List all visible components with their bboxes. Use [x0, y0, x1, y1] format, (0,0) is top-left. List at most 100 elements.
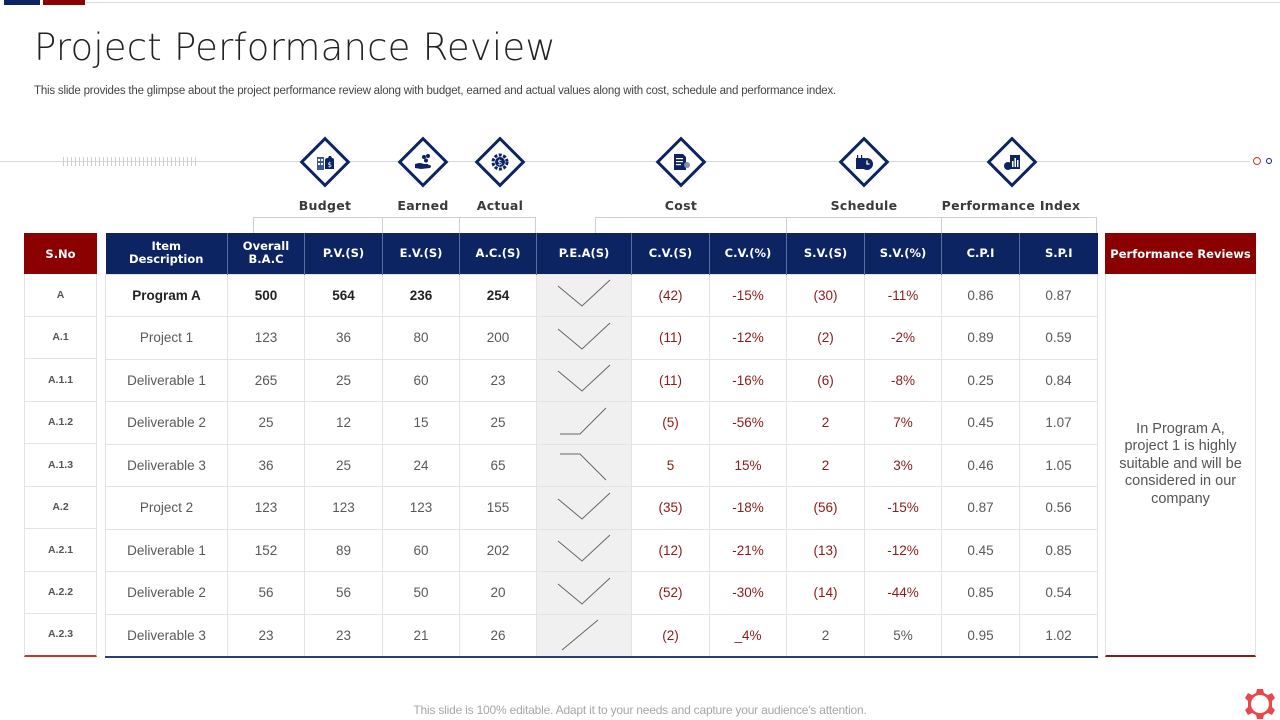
cell-item: Deliverable 2 — [105, 571, 228, 615]
category-label-earned: Earned — [397, 198, 449, 213]
cell-cv-pct: -16% — [709, 358, 787, 402]
pea-sparkline — [536, 273, 632, 317]
bracket-divider — [382, 217, 383, 233]
cell-sv-pct: 5% — [864, 613, 942, 658]
sno-cell: A.2.2 — [24, 571, 97, 614]
sno-header: S.No — [24, 233, 97, 274]
cell-cv: (12) — [631, 528, 710, 572]
serial-number-column: S.No A A.1 A.1.1 A.1.2 A.1.3 A.2 A.2.1 A… — [24, 233, 97, 657]
cell-cpi: 0.25 — [941, 358, 1020, 402]
earned-diamond — [397, 136, 449, 188]
cell-sv: (14) — [786, 571, 865, 615]
page-title: Project Performance Review — [34, 26, 556, 69]
header-overall-bac: Overall B.A.C — [227, 233, 305, 274]
sno-cell: A.1 — [24, 316, 97, 359]
trend-line-icon — [560, 453, 607, 481]
pea-sparkline — [536, 443, 632, 487]
trend-line-icon — [561, 619, 599, 651]
category-label-performance-index: Performance Index — [941, 198, 1081, 213]
performance-table: Item Description Overall B.A.C P.V.(S) E.V… — [105, 233, 1098, 658]
header-pea: P.E.A(S) — [536, 233, 632, 274]
cell-cv-pct: _4% — [709, 613, 787, 658]
cell-bac: 500 — [227, 273, 305, 317]
cell-bac: 25 — [227, 401, 305, 445]
cell-cpi: 0.87 — [941, 486, 1020, 530]
cell-ev: 15 — [382, 401, 460, 445]
table-row: Deliverable 3 36 25 24 65 5 15% 2 3% 0.46 1.05 — [105, 443, 1098, 487]
cell-cpi: 0.46 — [941, 443, 1020, 487]
cell-cv: (52) — [631, 571, 710, 615]
cell-bac: 36 — [227, 443, 305, 487]
cell-cv-pct: -30% — [709, 571, 787, 615]
header-item-description: Item Description — [105, 233, 228, 274]
svg-text:$: $ — [328, 161, 332, 169]
header-cpi: C.P.I — [941, 233, 1020, 274]
cell-cv: (11) — [631, 316, 710, 360]
cell-cpi: 0.95 — [941, 613, 1020, 658]
cell-cv: (42) — [631, 273, 710, 317]
category-label-cost: Cost — [664, 198, 698, 213]
timeline-end-dot-red — [1253, 157, 1261, 165]
table-row: Deliverable 2 25 12 15 25 (5) -56% 2 7% 0.45 1.07 — [105, 401, 1098, 445]
gear-icon — [1245, 689, 1275, 719]
cell-cv-pct: -15% — [709, 273, 787, 317]
header-pv: P.V.(S) — [304, 233, 383, 274]
cell-cv-pct: -21% — [709, 528, 787, 572]
dollar-gear-icon: $ — [491, 153, 509, 171]
trend-line-icon — [557, 492, 611, 520]
top-divider — [86, 2, 1280, 3]
cell-spi: 0.59 — [1019, 316, 1098, 360]
cell-item: Deliverable 1 — [105, 528, 228, 572]
cell-ev: 60 — [382, 358, 460, 402]
cell-ev: 21 — [382, 613, 460, 658]
trend-line-icon — [557, 577, 611, 605]
table-row: Deliverable 1 152 89 60 202 (12) -21% (13) -12% 0… — [105, 528, 1098, 572]
cell-item: Project 1 — [105, 316, 228, 360]
cell-cv: (2) — [631, 613, 710, 658]
bracket-divider — [459, 217, 460, 233]
category-label-budget: Budget — [298, 198, 352, 213]
cell-cv: (11) — [631, 358, 710, 402]
cell-pv: 23 — [304, 613, 383, 658]
actual-diamond: $ — [474, 136, 526, 188]
cell-ac: 23 — [459, 358, 537, 402]
cell-ac: 155 — [459, 486, 537, 530]
cell-ac: 25 — [459, 401, 537, 445]
cell-pv: 89 — [304, 528, 383, 572]
pea-sparkline — [536, 528, 632, 572]
cell-item: Program A — [105, 273, 228, 317]
cell-sv-pct: -15% — [864, 486, 942, 530]
header-spi: S.P.I — [1019, 233, 1098, 274]
calendar-clock-icon — [856, 155, 873, 170]
cell-bac: 123 — [227, 486, 305, 530]
cell-bac: 123 — [227, 316, 305, 360]
cell-cv: 5 — [631, 443, 710, 487]
timeline-line — [0, 161, 1250, 162]
cell-bac: 23 — [227, 613, 305, 658]
cell-item: Project 2 — [105, 486, 228, 530]
pea-sparkline — [536, 358, 632, 402]
cell-sv-pct: -8% — [864, 358, 942, 402]
document-gear-icon — [674, 154, 690, 170]
cell-ac: 65 — [459, 443, 537, 487]
table-row: Deliverable 3 23 23 21 26 (2) _4% 2 5% 0.95 1.02 — [105, 613, 1098, 658]
sno-cell: A.2 — [24, 486, 97, 529]
cell-ev: 50 — [382, 571, 460, 615]
sno-cell: A.2.1 — [24, 529, 97, 572]
timeline-ticks-decoration — [63, 157, 198, 166]
cell-item: Deliverable 3 — [105, 613, 228, 658]
bracket-budget-earned-actual — [253, 217, 536, 233]
cell-sv: (6) — [786, 358, 865, 402]
cell-pv: 25 — [304, 443, 383, 487]
cell-cv-pct: -12% — [709, 316, 787, 360]
trend-line-icon — [557, 279, 611, 307]
cell-cv: (35) — [631, 486, 710, 530]
cell-cv-pct: 15% — [709, 443, 787, 487]
bracket-divider — [786, 217, 787, 233]
cell-pv: 25 — [304, 358, 383, 402]
cell-sv-pct: -44% — [864, 571, 942, 615]
hand-coins-icon — [415, 154, 431, 169]
timeline-end-dot-blue — [1266, 158, 1272, 164]
performance-reviews-header: Performance Reviews — [1105, 233, 1256, 274]
cell-spi: 1.02 — [1019, 613, 1098, 658]
